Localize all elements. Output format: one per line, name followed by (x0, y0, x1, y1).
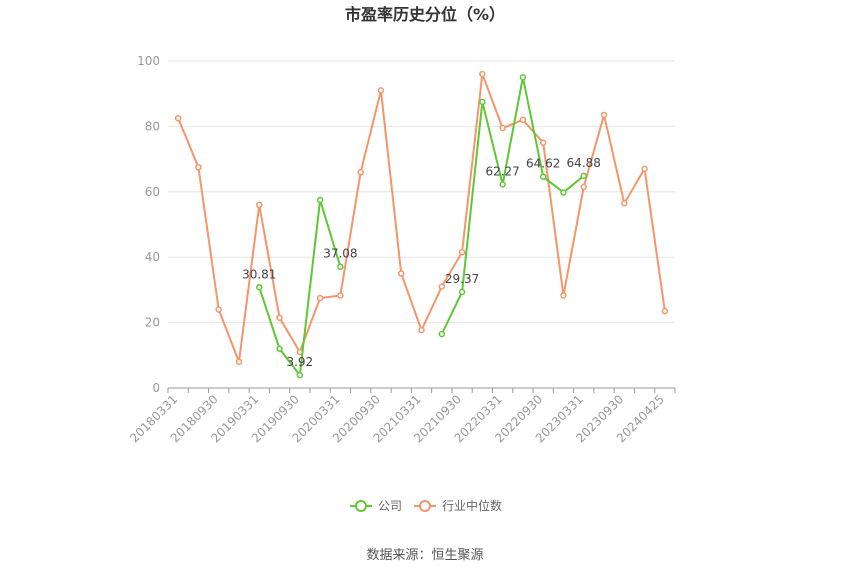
y-tick-label: 0 (152, 381, 160, 395)
data-point (418, 326, 425, 334)
data-point (316, 196, 324, 204)
data-point (641, 165, 648, 173)
data-point (438, 283, 446, 290)
data-point (174, 114, 182, 122)
data-point (256, 284, 263, 291)
series-line (177, 73, 666, 363)
y-tick-label: 20 (145, 316, 160, 330)
source-note: 数据来源：恒生聚源 (366, 548, 483, 563)
data-point (337, 263, 344, 270)
data-point (337, 292, 344, 299)
legend-marker (355, 500, 367, 512)
data-point (296, 371, 304, 379)
data-point (397, 270, 405, 277)
y-tick-label: 60 (145, 185, 160, 199)
data-label: 29.37 (445, 272, 479, 286)
data-point (519, 74, 527, 81)
y-tick-label: 80 (145, 119, 160, 133)
data-point (256, 201, 263, 209)
series-company (256, 74, 587, 379)
grid-layer (168, 60, 675, 324)
y-tick-label: 100 (137, 54, 160, 68)
data-point (499, 181, 506, 188)
data-point (539, 139, 547, 146)
data-point (661, 307, 669, 315)
data-point (215, 306, 222, 313)
legend-label: 行业中位数 (442, 498, 502, 513)
legend-marker (419, 500, 431, 512)
data-point (357, 168, 364, 176)
y-tick-label: 40 (145, 250, 160, 264)
data-label: 3.92 (286, 355, 313, 369)
data-label: 37.08 (323, 247, 357, 261)
data-point (580, 172, 587, 180)
legend-label: 公司 (378, 499, 402, 513)
data-label: 30.81 (242, 267, 276, 281)
data-label: 64.88 (567, 156, 601, 170)
data-point (276, 314, 283, 321)
legend-item-company[interactable]: 公司 (350, 499, 402, 513)
data-point (377, 87, 385, 94)
label-layer: 30.81 3.92 37.08 29.37 62.27 64.62 64.88 (242, 156, 601, 369)
data-point (479, 98, 486, 106)
data-point (438, 330, 446, 338)
data-point (499, 124, 506, 132)
data-point (539, 173, 547, 180)
series-industry-median (174, 70, 669, 366)
data-point (519, 116, 527, 124)
data-point (600, 111, 608, 119)
legend[interactable]: 公司 行业中位数 (350, 498, 502, 513)
data-point (621, 199, 628, 207)
data-point (276, 345, 283, 353)
data-point (458, 288, 466, 296)
data-label: 62.27 (485, 164, 519, 178)
data-point (580, 183, 587, 191)
data-point (195, 164, 202, 171)
data-point (235, 358, 243, 366)
data-label: 64.62 (526, 157, 560, 171)
data-point (560, 189, 567, 196)
data-point (479, 70, 486, 78)
data-point (458, 249, 466, 256)
chart-title: 市盈率历史分位（%） (345, 5, 505, 24)
series-line (440, 76, 585, 335)
legend-item-industry-median[interactable]: 行业中位数 (414, 498, 502, 513)
series-layer (174, 70, 669, 379)
data-point (316, 294, 324, 302)
data-point (560, 292, 567, 299)
